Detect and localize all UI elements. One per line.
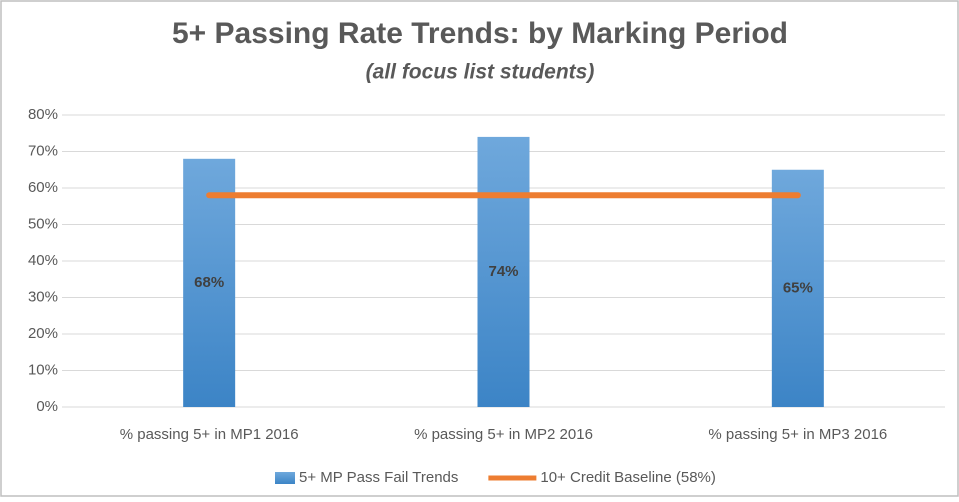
y-tick-label: 30% [28, 288, 58, 305]
y-tick-label: 60% [28, 179, 58, 196]
data-label: 65% [783, 279, 813, 296]
chart-subtitle: (all focus list students) [366, 61, 595, 84]
y-tick-label: 10% [28, 361, 58, 378]
x-tick-label: % passing 5+ in MP2 2016 [414, 426, 593, 443]
x-tick-label: % passing 5+ in MP3 2016 [708, 426, 887, 443]
legend-label: 5+ MP Pass Fail Trends [299, 469, 458, 486]
y-tick-label: 80% [28, 106, 58, 123]
bar [477, 136, 530, 407]
y-tick-label: 0% [36, 398, 58, 415]
plot: 68% 74% 65% [183, 136, 824, 407]
data-label: 74% [488, 263, 518, 280]
y-tick-label: 70% [28, 142, 58, 159]
legend-swatch [275, 472, 295, 484]
legend-label: 10+ Credit Baseline (58%) [540, 469, 716, 486]
y-tick-label: 50% [28, 215, 58, 232]
y-tick-label: 40% [28, 252, 58, 269]
y-tick-label: 20% [28, 325, 58, 342]
bar [771, 169, 824, 407]
bar [183, 158, 236, 407]
chart-title: 5+ Passing Rate Trends: by Marking Perio… [172, 17, 788, 50]
x-tick-label: % passing 5+ in MP1 2016 [120, 426, 299, 443]
legend: 5+ MP Pass Fail Trends 10+ Credit Baselin… [275, 469, 716, 486]
data-label: 68% [194, 274, 224, 291]
